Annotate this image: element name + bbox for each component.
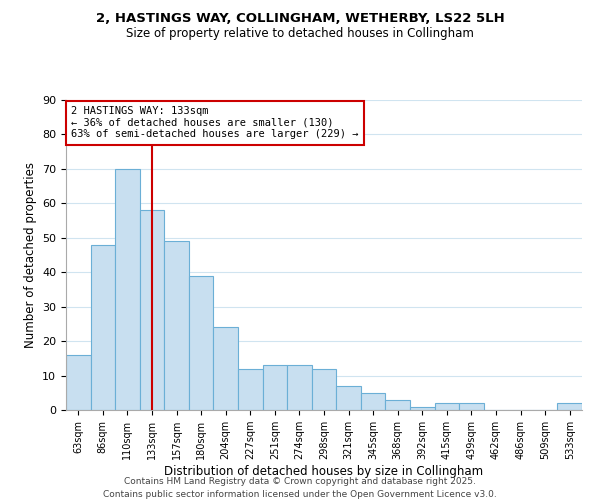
Bar bbox=[214, 328, 238, 410]
Bar bbox=[312, 368, 336, 410]
Bar bbox=[336, 386, 361, 410]
Y-axis label: Number of detached properties: Number of detached properties bbox=[23, 162, 37, 348]
Bar bbox=[115, 169, 140, 410]
Bar bbox=[263, 365, 287, 410]
Text: 2 HASTINGS WAY: 133sqm
← 36% of detached houses are smaller (130)
63% of semi-de: 2 HASTINGS WAY: 133sqm ← 36% of detached… bbox=[71, 106, 359, 140]
Bar bbox=[459, 403, 484, 410]
Bar bbox=[164, 241, 189, 410]
Bar bbox=[410, 406, 434, 410]
Text: 2, HASTINGS WAY, COLLINGHAM, WETHERBY, LS22 5LH: 2, HASTINGS WAY, COLLINGHAM, WETHERBY, L… bbox=[95, 12, 505, 26]
Bar bbox=[189, 276, 214, 410]
Bar bbox=[557, 403, 582, 410]
Bar bbox=[238, 368, 263, 410]
Bar bbox=[66, 355, 91, 410]
Bar bbox=[434, 403, 459, 410]
Bar bbox=[140, 210, 164, 410]
Bar bbox=[91, 244, 115, 410]
Text: Contains public sector information licensed under the Open Government Licence v3: Contains public sector information licen… bbox=[103, 490, 497, 499]
Bar bbox=[287, 365, 312, 410]
Text: Size of property relative to detached houses in Collingham: Size of property relative to detached ho… bbox=[126, 28, 474, 40]
Text: Contains HM Land Registry data © Crown copyright and database right 2025.: Contains HM Land Registry data © Crown c… bbox=[124, 478, 476, 486]
X-axis label: Distribution of detached houses by size in Collingham: Distribution of detached houses by size … bbox=[164, 465, 484, 478]
Bar bbox=[361, 393, 385, 410]
Bar bbox=[385, 400, 410, 410]
